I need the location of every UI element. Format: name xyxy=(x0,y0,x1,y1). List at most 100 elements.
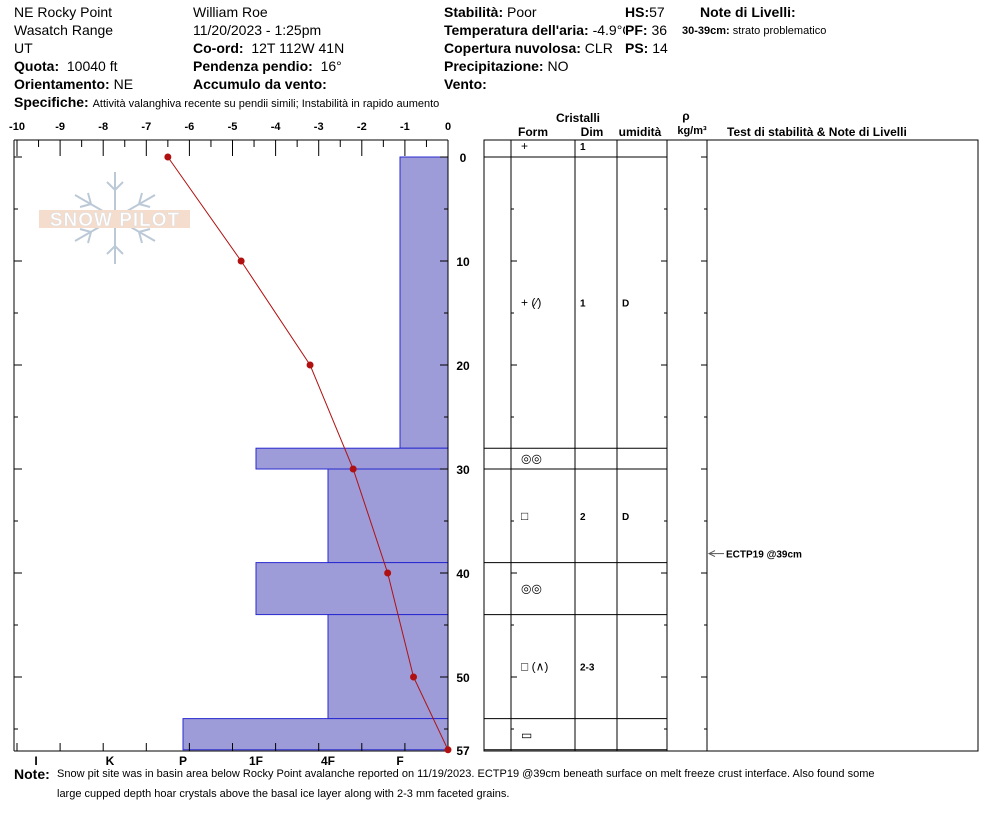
depth-tick-label: 0 xyxy=(460,151,467,165)
precipitation: Precipitazione: NO xyxy=(444,58,568,74)
layer-size: 2-3 xyxy=(580,663,595,674)
hardness-bar xyxy=(327,468,449,564)
test-label: ECTP19 @39cm xyxy=(726,550,802,561)
hardness-tick-label: P xyxy=(179,754,187,768)
hardness-tick-label: K xyxy=(106,754,115,768)
temperature-tick-label: -9 xyxy=(55,121,65,133)
snowpilot-logo: SNOW PILOT xyxy=(39,172,190,264)
hardness-bar xyxy=(327,614,449,720)
pf-value: 36 xyxy=(651,22,668,38)
stability-notes-header: Test di stabilità & Note di Livelli xyxy=(727,125,907,139)
foot-penetration: PF: 36 xyxy=(625,22,670,38)
coordinates: Co-ord: 12T 112W 41N xyxy=(193,40,344,56)
layer-form: □ (∧) xyxy=(521,660,548,674)
hardness-tick-label: 1F xyxy=(249,754,263,768)
elevation-label: Quota: xyxy=(14,58,60,74)
ski-penetration: PS: 14 xyxy=(625,40,668,56)
wind-loading-label: Accumulo da vento: xyxy=(193,76,327,92)
temperature-tick-label: -8 xyxy=(98,121,108,133)
coord-label: Co-ord: xyxy=(193,40,244,56)
aspect: Orientamento: NE xyxy=(14,76,133,92)
specifics: Specifiche: Attività valanghiva recente … xyxy=(14,94,439,111)
layer-form: + xyxy=(521,139,528,153)
temperature-tick-label: -1 xyxy=(400,121,410,133)
location: NE Rocky Point xyxy=(14,4,113,20)
layer-form: + (⁄) xyxy=(521,296,541,310)
moisture-header: umidità xyxy=(619,125,662,139)
test-arrow-icon xyxy=(707,550,716,558)
observer: William Roe xyxy=(193,4,268,20)
layer-table: Cristalli Form Dim umidità ρ kg/m³ Test … xyxy=(483,109,979,752)
logo-text: SNOW PILOT xyxy=(50,210,180,231)
stability-tests: ECTP19 @39cm xyxy=(707,550,802,561)
pf-label: PF: xyxy=(625,22,648,38)
wind-label: Vento: xyxy=(444,76,487,92)
temperature-tick-label: -6 xyxy=(185,121,195,133)
hardness-tick-label: F xyxy=(396,754,403,768)
depth-tick-label: 20 xyxy=(456,359,470,373)
snow-height: HS:57 xyxy=(625,4,667,20)
hardness-axis: I K P 1F 4F F xyxy=(34,754,403,768)
hardness-tick-label: 4F xyxy=(321,754,335,768)
air-temp-label: Temperatura dell'aria: xyxy=(444,22,589,38)
hs-value: 57 xyxy=(649,4,665,20)
temperature-point xyxy=(410,673,418,681)
coord-value: 12T 112W 41N xyxy=(251,40,345,56)
temperature-point xyxy=(237,257,245,265)
logo-banner xyxy=(39,210,190,228)
density-symbol: ρ xyxy=(682,109,689,123)
temperature-point xyxy=(444,746,452,754)
hardness-bar xyxy=(182,718,449,751)
elevation: Quota: 10040 ft xyxy=(14,58,118,74)
depth-tick-label: 10 xyxy=(456,255,470,269)
cloud-value: CLR xyxy=(584,40,613,56)
hardness-bar xyxy=(399,156,449,449)
mountain-range: Wasatch Range xyxy=(14,22,114,38)
layer-note-text: strato problematico xyxy=(732,25,827,37)
air-temperature: Temperatura dell'aria: -4.9°C xyxy=(444,22,632,38)
hardness-bar xyxy=(255,562,449,616)
table-depth-ticks xyxy=(511,156,707,730)
layer-form: □ xyxy=(521,509,528,523)
form-header: Form xyxy=(518,125,548,139)
layer-rows: +1 + (⁄) 1 D ◎◎ □ 2 D ◎◎ □ (∧) 2-3 ▭ xyxy=(484,139,667,751)
table-border xyxy=(483,139,979,752)
precip-label: Precipitazione: xyxy=(444,58,544,74)
temperature-tick-label: -10 xyxy=(9,121,25,133)
slope-label: Pendenza pendio: xyxy=(193,58,313,74)
layer-size: 1 xyxy=(580,142,586,153)
depth-tick-label: 30 xyxy=(456,463,470,477)
layer-moisture: D xyxy=(622,512,629,523)
hardness-tick-label: I xyxy=(34,754,37,768)
depth-tick-label: 40 xyxy=(456,567,470,581)
slope-angle: Pendenza pendio: 16° xyxy=(193,58,342,74)
depth-tick-label: 50 xyxy=(456,671,470,685)
temperature-profile xyxy=(164,153,452,754)
notes-line-1: Snow pit site was in basin area below Ro… xyxy=(57,768,875,780)
precip-value: NO xyxy=(547,58,569,74)
notes-label: Note: xyxy=(14,766,50,782)
stability-value: Poor xyxy=(507,4,537,20)
datetime: 11/20/2023 - 1:25pm xyxy=(193,22,322,38)
temperature-point xyxy=(384,569,392,577)
temperature-tick-label: 0 xyxy=(445,121,451,133)
crystals-header: Cristalli xyxy=(556,111,600,125)
cloud-label: Copertura nuvolosa: xyxy=(444,40,581,56)
stability: Stabilità: Poor xyxy=(444,4,537,20)
layer-note-depth: 30-39cm: xyxy=(682,25,730,37)
temperature-point xyxy=(306,361,314,369)
temperature-tick-label: -5 xyxy=(228,121,238,133)
depth-tick-label: 57 xyxy=(456,744,470,758)
cloud-cover: Copertura nuvolosa: CLR xyxy=(444,40,613,56)
hardness-bars xyxy=(182,156,449,751)
state: UT xyxy=(14,40,33,56)
aspect-label: Orientamento: xyxy=(14,76,110,92)
size-header: Dim xyxy=(581,125,604,139)
layer-moisture: D xyxy=(622,299,629,310)
temperature-tick-label: -7 xyxy=(141,121,151,133)
temperature-tick-label: -3 xyxy=(314,121,324,133)
layer-note: 30-39cm: strato problematico xyxy=(682,25,826,38)
aspect-value: NE xyxy=(113,76,134,92)
layer-size: 2 xyxy=(580,512,586,523)
ps-label: PS: xyxy=(625,40,649,56)
